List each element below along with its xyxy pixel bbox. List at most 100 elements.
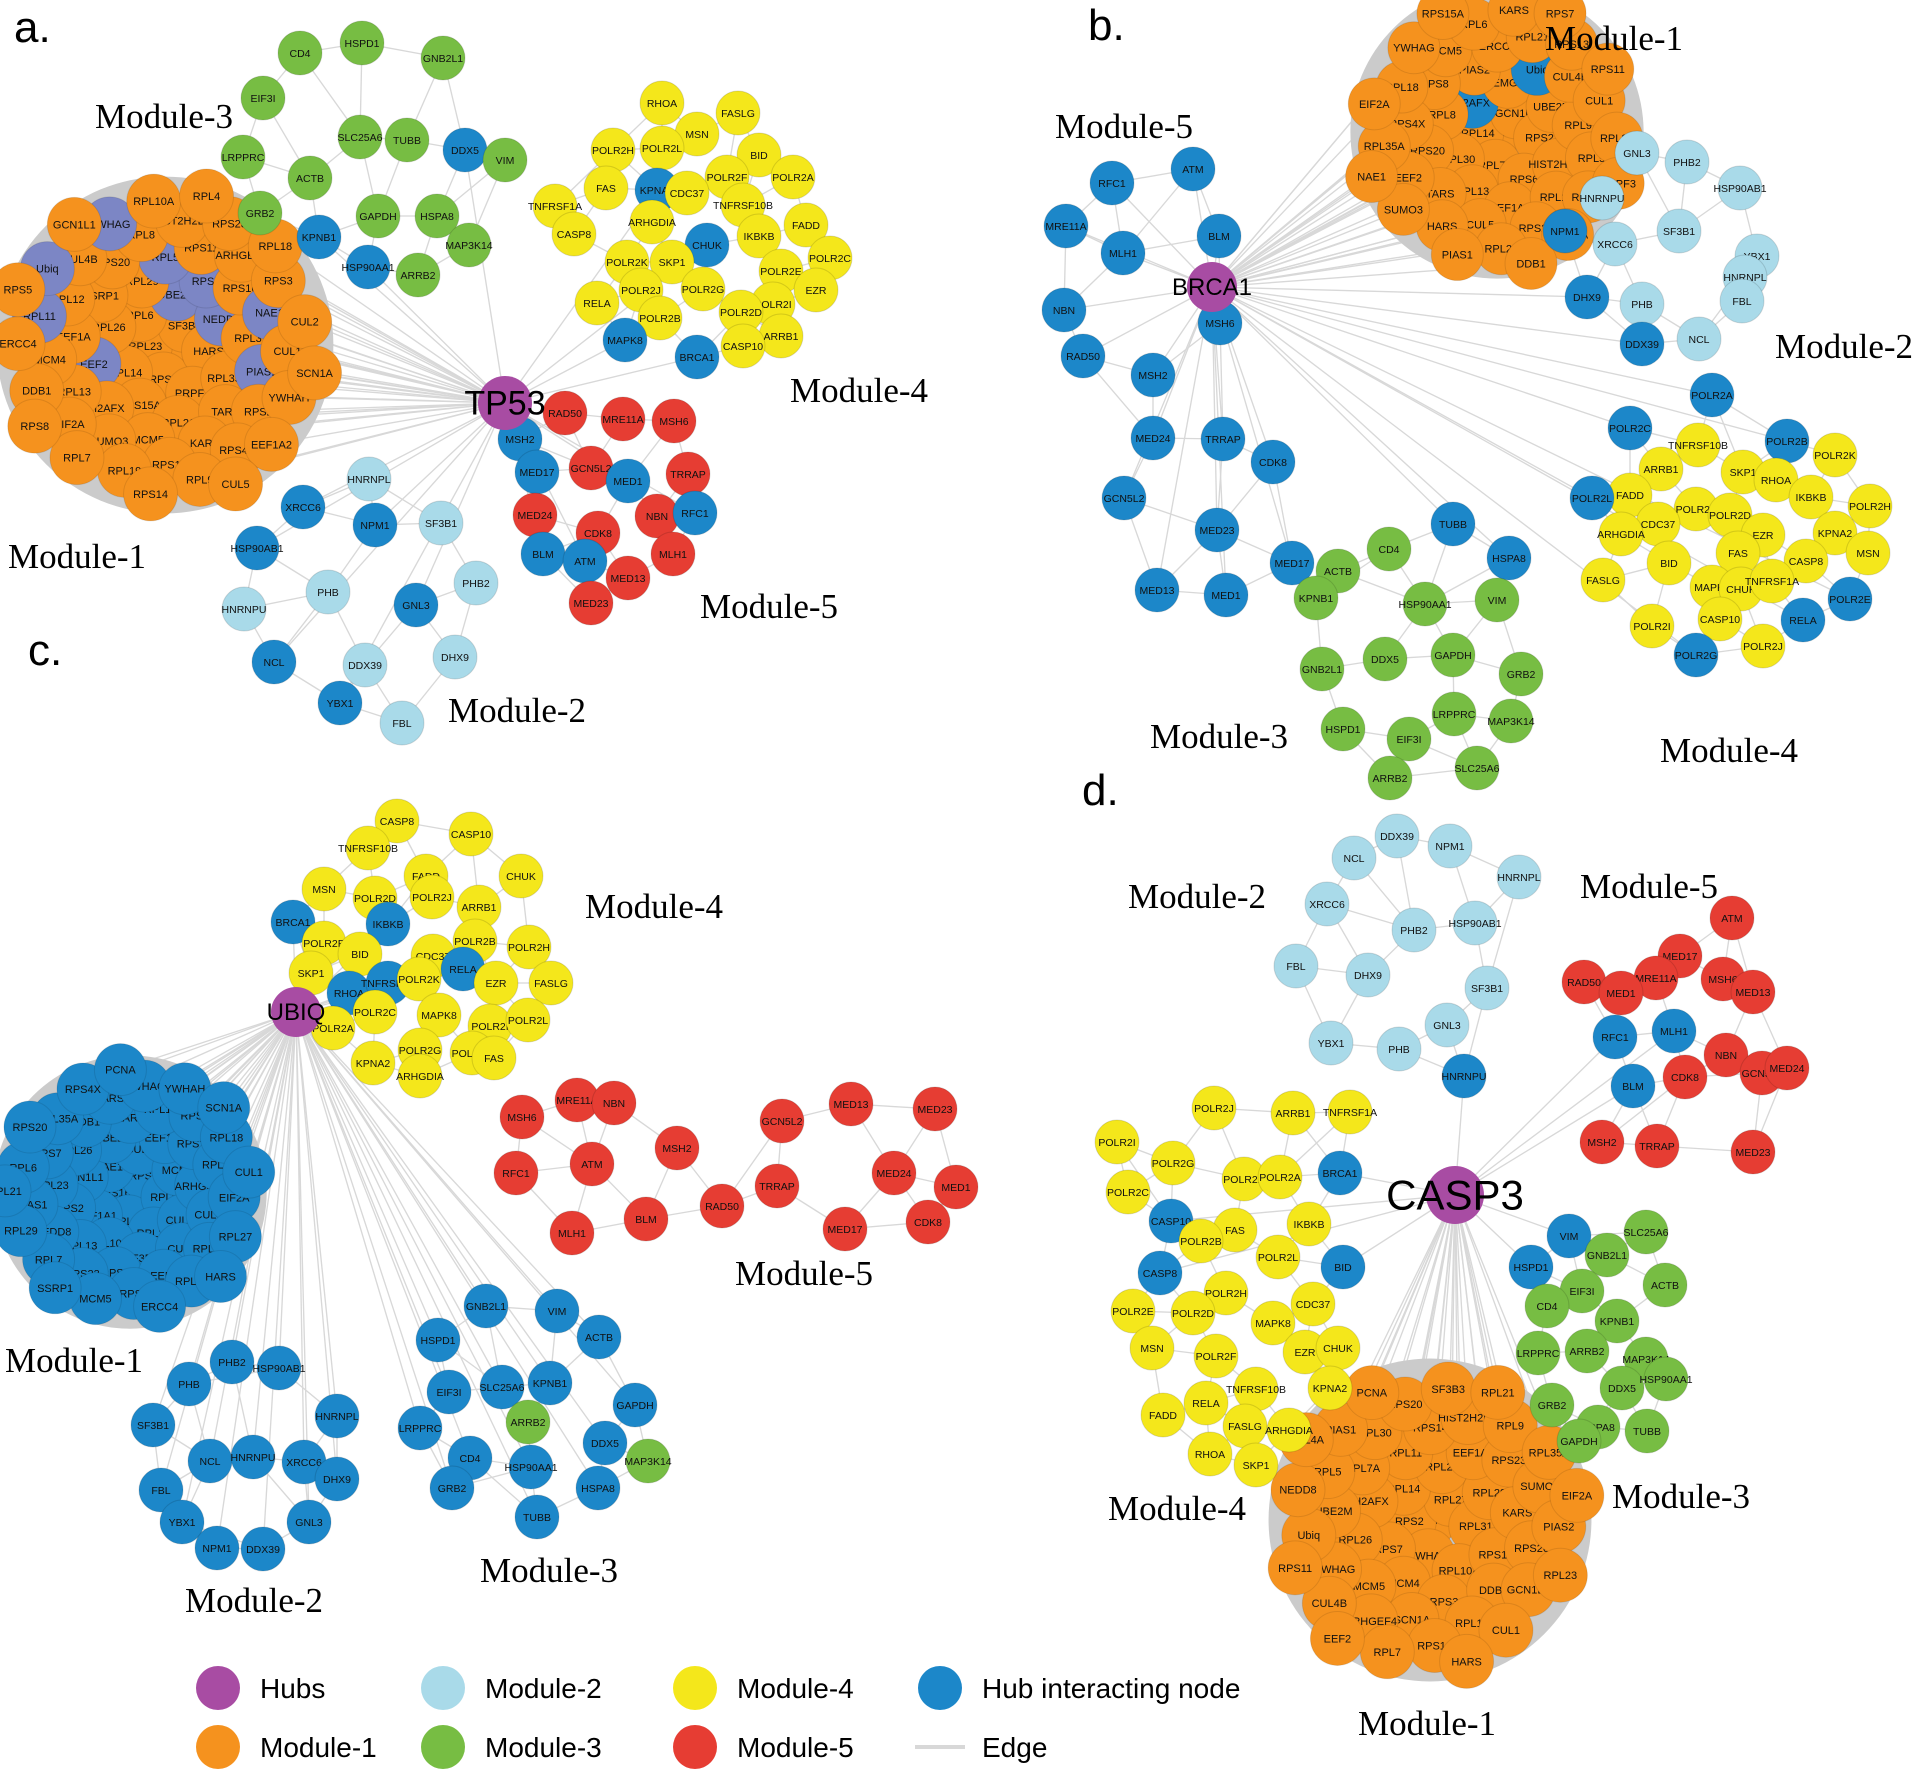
node-label: CUL4B <box>1312 1598 1347 1610</box>
legend-label: Hubs <box>260 1673 325 1704</box>
network-node <box>1430 501 1476 547</box>
network-node <box>569 1141 615 1187</box>
network-node <box>1191 1085 1237 1131</box>
node-label: RPS13 <box>1554 39 1589 51</box>
node-label: PHB <box>1388 1044 1410 1056</box>
node-label: RFC1 <box>1601 1032 1629 1044</box>
node-label: MED23 <box>1735 1147 1770 1159</box>
edge-hub-blob <box>1211 175 1372 288</box>
network-node <box>1427 823 1473 869</box>
node-label: GNL3 <box>1623 148 1651 160</box>
module-label: Module-3 <box>1612 1477 1750 1516</box>
node-label: HNRNPL <box>1497 872 1540 884</box>
network-node <box>296 214 342 260</box>
network-node <box>1320 706 1366 752</box>
network-node <box>1193 1333 1239 1379</box>
node-label: GNL3 <box>295 1517 323 1529</box>
network-node <box>1150 1140 1196 1186</box>
network-node <box>822 1206 868 1252</box>
node-label: CASP8 <box>557 229 592 241</box>
network-node <box>0 1164 32 1218</box>
edge-hub-node <box>295 1011 538 1518</box>
node-label: NPM1 <box>1435 841 1464 853</box>
node-label: RPL21 <box>1481 1387 1515 1399</box>
node-label: RPL11 <box>1389 1448 1422 1460</box>
legend-label: Module-2 <box>485 1673 602 1704</box>
network-node <box>1788 474 1834 520</box>
node-label: HNRNPL <box>347 474 390 486</box>
node-label: RPS8 <box>20 421 49 433</box>
node-label: HSPA8 <box>420 211 454 223</box>
network-node <box>1376 1026 1422 1072</box>
network-node <box>1656 208 1702 254</box>
node-label: POLR2F <box>1676 504 1717 516</box>
node-label: GNL3 <box>1433 1020 1461 1032</box>
node-label: EIF3I <box>1569 1286 1594 1298</box>
node-label: MSH6 <box>507 1112 536 1124</box>
network-node <box>699 1183 745 1229</box>
network-node <box>605 555 651 601</box>
node-label: KPNA2 <box>356 1058 391 1070</box>
network-node <box>1580 557 1626 603</box>
legend-swatch-hub-interacting-node <box>918 1666 962 1710</box>
node-label: NBN <box>646 511 668 523</box>
edge-hub-node <box>1211 286 1788 442</box>
node-label: HARS <box>1451 1656 1482 1668</box>
network-node <box>1623 1209 1669 1255</box>
network-node <box>1599 1365 1645 1411</box>
network-node <box>1416 0 1470 41</box>
network-node <box>1454 745 1500 791</box>
node-label: LRPPRC <box>1433 709 1476 721</box>
node-label: GAPDH <box>1560 1436 1597 1448</box>
node-label: KARS <box>1502 1508 1532 1520</box>
network-node <box>1529 1382 1575 1428</box>
node-label: MCM5 <box>79 1294 111 1306</box>
node-label: MCM4 <box>33 354 65 366</box>
network-node <box>1717 165 1763 211</box>
module-label: Module-3 <box>1150 717 1288 756</box>
node-label: ATM <box>581 1159 602 1171</box>
network-node <box>783 202 829 248</box>
node-label: ARHGDIA <box>1597 529 1645 541</box>
node-label: POLR2A <box>772 172 813 184</box>
network-node <box>1709 895 1755 941</box>
network-node <box>1581 42 1635 96</box>
node-label: SKP1 <box>659 257 686 269</box>
node-label: GCN5L2 <box>762 1116 803 1128</box>
network-node <box>1203 1270 1249 1316</box>
node-label: CASP8 <box>1143 1268 1178 1280</box>
network-node <box>287 345 343 401</box>
node-label: POLR2C <box>354 1007 396 1019</box>
network-node <box>1130 352 1176 398</box>
edge-hub-node <box>1123 286 1213 499</box>
network-node <box>415 1317 461 1363</box>
node-label: RPS14 <box>1413 1423 1448 1435</box>
network-node <box>234 525 280 571</box>
node-label: MED24 <box>1135 433 1170 445</box>
network-node <box>1101 475 1147 521</box>
node-label: MSH6 <box>1205 318 1234 330</box>
node-label: RPS11 <box>1591 64 1625 76</box>
node-label: POLR2A <box>312 1023 353 1035</box>
node-label: DDX5 <box>1608 1383 1636 1395</box>
node-label: NEDD8 <box>1279 1485 1316 1497</box>
node-label: FASLG <box>534 978 568 990</box>
node-label: SKP1 <box>1243 1460 1270 1472</box>
edge-hub-node <box>1454 1085 1634 1196</box>
network-node <box>1203 572 1249 618</box>
node-label: ARHGDIA <box>396 1071 444 1083</box>
panel-a: PCNARPL23SF3B3RPS6RPL6HARSRPL14UBE2MPRPF… <box>0 3 928 746</box>
hub-node <box>478 376 532 430</box>
network-node <box>453 560 499 606</box>
node-label: FADD <box>1149 1410 1177 1422</box>
network-node <box>1402 581 1448 627</box>
network-node <box>637 295 683 341</box>
node-label: EIF2A <box>1359 99 1390 111</box>
network-node <box>1486 535 1532 581</box>
node-label: MED23 <box>917 1104 952 1116</box>
node-label: MED13 <box>1139 585 1174 597</box>
network-node <box>1374 813 1420 859</box>
network-node <box>1386 716 1432 762</box>
node-label: KPNA2 <box>1818 528 1853 540</box>
